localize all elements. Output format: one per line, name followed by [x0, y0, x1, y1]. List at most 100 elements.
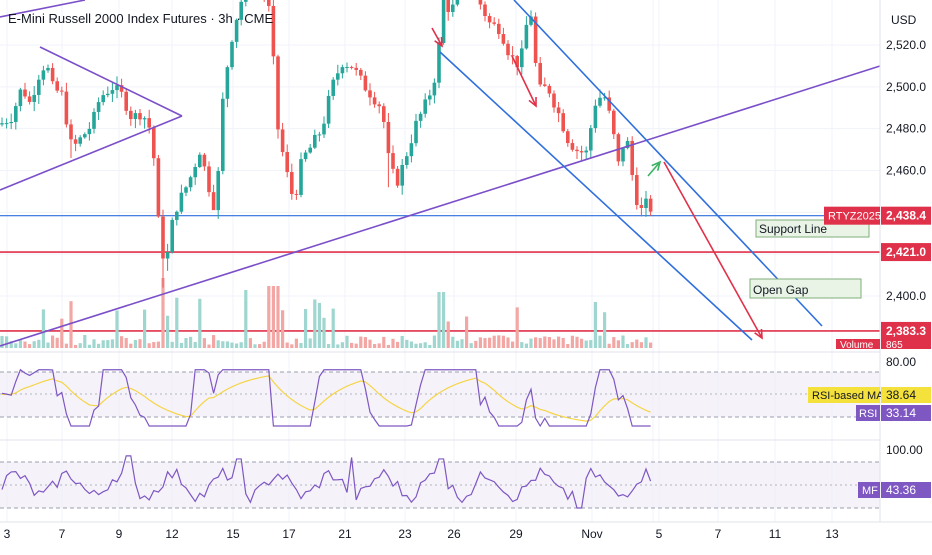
volume-label: Volume [840, 340, 874, 351]
time-axis[interactable]: 3 7 9 12 15 17 21 23 26 29 Nov 5 7 11 13 [0, 521, 932, 541]
arrow-up-green[interactable] [647, 161, 661, 177]
volume-bar [515, 307, 519, 348]
candle-body [621, 148, 625, 162]
volume-bar [607, 343, 611, 348]
candle-body [27, 96, 32, 102]
time-tick-label: 5 [656, 527, 663, 541]
rsi-value-box[interactable] [881, 405, 931, 421]
volume-value-box[interactable] [881, 339, 931, 349]
arrow-down-red-head[interactable] [434, 36, 443, 48]
candle-body [308, 147, 312, 153]
mf-line[interactable] [1, 455, 652, 509]
mf-pane[interactable] [0, 439, 932, 509]
candle-body [556, 107, 561, 114]
rising-trend-line[interactable] [0, 65, 881, 347]
open-gap-label-box[interactable] [749, 278, 862, 299]
price-axis[interactable]: USD 2,520.0 2,500.0 2,480.0 2,460.0 2,400.0 2,… [808, 0, 932, 522]
mf-value-box[interactable] [881, 482, 931, 498]
arrow-down-red[interactable] [663, 161, 763, 339]
volume-bar [202, 338, 206, 348]
triangle-upper-line[interactable] [39, 46, 183, 117]
currency-label: USD [891, 13, 917, 27]
candle-body [92, 111, 96, 129]
candle-body [575, 149, 579, 152]
volume-bar [152, 342, 156, 348]
support-line-label: Support Line [759, 222, 827, 236]
time-tick-label: 29 [509, 527, 523, 541]
volume-bar [474, 340, 478, 348]
time-tick-label: 23 [398, 527, 412, 541]
candle-body [428, 95, 432, 100]
rsi-ma-line[interactable] [1, 375, 651, 422]
volume-label-box[interactable] [836, 339, 880, 349]
arrow-down-red-head[interactable] [528, 96, 537, 108]
volume-bar [345, 335, 349, 348]
volume-bar [198, 298, 202, 348]
trend-line-top[interactable] [0, 0, 86, 18]
time-tick-label: 12 [165, 527, 179, 541]
volume-bar [5, 336, 9, 348]
rsi-name-box[interactable] [856, 405, 880, 421]
time-tick-label: Nov [581, 527, 602, 541]
candle-body [87, 128, 92, 135]
volume-bar [322, 317, 326, 348]
price-tick-label: 2,400.0 [886, 289, 926, 303]
volume-bar [414, 343, 418, 348]
channel-upper-line[interactable] [513, 0, 823, 327]
time-tick-label: 7 [59, 527, 66, 541]
volume-value: 865 [886, 340, 903, 351]
candle-body [487, 16, 492, 23]
candle-body [589, 128, 593, 151]
volume-bars [0, 278, 653, 348]
price-label-box[interactable] [881, 206, 931, 225]
arrow-up-green-head[interactable] [651, 160, 662, 171]
channel-lower-line[interactable] [439, 51, 753, 341]
volume-bar [511, 341, 515, 348]
arrow-down-red[interactable] [511, 55, 537, 107]
time-tick-label: 3 [4, 527, 11, 541]
arrow-down-red[interactable] [431, 27, 443, 47]
candle-body [55, 81, 59, 91]
volume-bar [584, 340, 588, 348]
price-tick-label: 2,480.0 [886, 122, 926, 136]
volume-bar [419, 343, 423, 348]
candle-body [336, 73, 340, 80]
rsi-line[interactable] [1, 368, 651, 428]
volume-bar [524, 343, 528, 348]
candle-body [483, 4, 487, 17]
candle-body [386, 121, 391, 154]
triangle-lower-line[interactable] [0, 115, 183, 191]
volume-bar [244, 290, 248, 348]
price-label-box[interactable] [881, 321, 931, 340]
volume-bar [460, 339, 464, 348]
candle-body [625, 140, 630, 149]
volume-bar [465, 316, 469, 348]
symbol-label-box[interactable] [824, 206, 880, 225]
volume-bar [359, 336, 363, 348]
volume-bar [492, 335, 496, 348]
candle-body [244, 0, 248, 2]
candle-body [299, 159, 303, 195]
drawings[interactable]: Support Line Open Gap [0, 0, 881, 347]
candle-body [211, 192, 216, 211]
candle-body [584, 150, 588, 153]
chart-title: E-Mini Russell 2000 Index Futures · 3h ·… [8, 11, 274, 26]
time-tick-label: 17 [282, 527, 296, 541]
volume-bar [133, 339, 137, 348]
volume-bar [28, 344, 32, 348]
mf-name-box[interactable] [858, 482, 880, 498]
time-tick-label: 26 [447, 527, 461, 541]
volume-bar [543, 336, 547, 348]
candle-body [359, 69, 363, 76]
candle-body [414, 120, 418, 144]
rsi-ma-value-box[interactable] [881, 387, 931, 403]
volume-bar [225, 341, 229, 348]
rsi-pane[interactable] [0, 351, 932, 428]
price-label-box[interactable] [881, 243, 931, 262]
rsi-ma-name-box[interactable] [808, 387, 880, 403]
candles[interactable] [0, 0, 653, 288]
candle-body [639, 205, 644, 208]
mf-value: 43.36 [886, 483, 916, 497]
arrow-down-red-head[interactable] [754, 328, 763, 340]
